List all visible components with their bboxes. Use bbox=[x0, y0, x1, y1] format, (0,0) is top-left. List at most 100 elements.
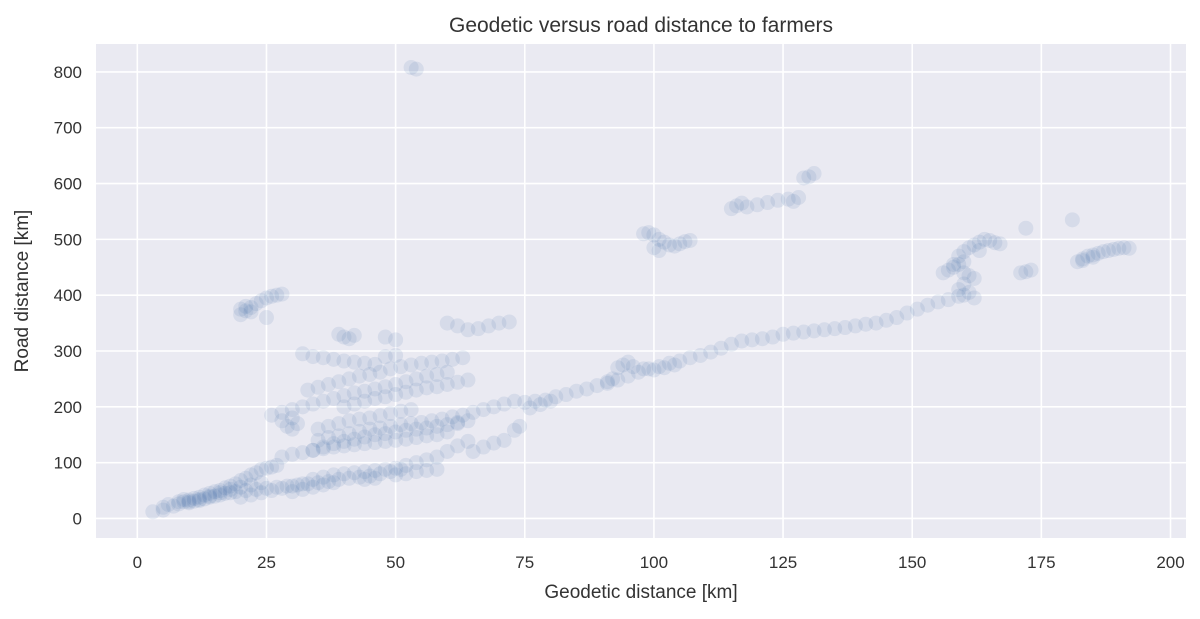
data-point bbox=[419, 368, 435, 384]
data-point bbox=[615, 357, 631, 373]
data-point bbox=[961, 240, 977, 256]
data-point bbox=[920, 297, 936, 313]
data-point bbox=[475, 402, 491, 418]
data-point bbox=[331, 428, 347, 444]
data-point bbox=[966, 270, 982, 286]
data-point bbox=[966, 290, 982, 306]
data-point bbox=[269, 287, 285, 303]
data-point bbox=[181, 492, 197, 508]
data-point bbox=[367, 381, 383, 397]
y-tick-label: 300 bbox=[54, 342, 82, 361]
data-point bbox=[264, 288, 280, 304]
data-point bbox=[677, 234, 693, 250]
data-point bbox=[475, 439, 491, 455]
data-point bbox=[987, 235, 1003, 251]
data-point bbox=[315, 439, 331, 455]
data-point bbox=[956, 244, 972, 260]
data-point bbox=[295, 481, 311, 497]
data-point bbox=[909, 301, 925, 317]
data-point bbox=[253, 293, 269, 309]
data-point bbox=[258, 480, 274, 496]
x-tick-label: 75 bbox=[515, 553, 534, 572]
data-point bbox=[326, 439, 342, 455]
data-point bbox=[408, 421, 424, 437]
data-point bbox=[951, 256, 967, 272]
data-point bbox=[176, 491, 192, 507]
data-point bbox=[238, 303, 254, 319]
data-point bbox=[434, 411, 450, 427]
data-point bbox=[377, 349, 393, 365]
data-point bbox=[806, 323, 822, 339]
data-point bbox=[620, 354, 636, 370]
data-point bbox=[305, 442, 321, 458]
data-point bbox=[450, 416, 466, 432]
data-point bbox=[398, 422, 414, 438]
data-point bbox=[300, 382, 316, 398]
data-point bbox=[305, 442, 321, 458]
data-point bbox=[455, 407, 471, 423]
data-point bbox=[310, 475, 326, 491]
data-point bbox=[956, 287, 972, 303]
data-point bbox=[408, 455, 424, 471]
data-point bbox=[455, 350, 471, 366]
data-point bbox=[424, 354, 440, 370]
data-point bbox=[351, 411, 367, 427]
data-point bbox=[785, 325, 801, 341]
data-point bbox=[279, 478, 295, 494]
data-point bbox=[682, 232, 698, 248]
data-point bbox=[413, 414, 429, 430]
data-point bbox=[222, 478, 238, 494]
data-point bbox=[295, 476, 311, 492]
data-point bbox=[692, 347, 708, 363]
y-tick-label: 400 bbox=[54, 286, 82, 305]
y-tick-label: 500 bbox=[54, 230, 82, 249]
data-point bbox=[470, 321, 486, 337]
data-point bbox=[331, 326, 347, 342]
y-tick-labels: 0 100 200 300 400 500 600 700 800 bbox=[54, 63, 82, 529]
x-tick-label: 25 bbox=[257, 553, 276, 572]
data-point bbox=[274, 449, 290, 465]
data-point bbox=[527, 393, 543, 409]
data-point bbox=[429, 427, 445, 443]
data-point bbox=[739, 199, 755, 215]
data-point bbox=[362, 366, 378, 382]
data-point bbox=[734, 195, 750, 211]
data-point bbox=[274, 286, 290, 302]
data-point bbox=[439, 364, 455, 380]
data-point bbox=[341, 331, 357, 347]
data-point bbox=[434, 353, 450, 369]
data-point bbox=[315, 477, 331, 493]
data-point bbox=[243, 477, 259, 493]
data-point bbox=[966, 237, 982, 253]
data-point bbox=[305, 471, 321, 487]
data-point bbox=[331, 374, 347, 390]
data-point bbox=[300, 476, 316, 492]
data-point bbox=[315, 350, 331, 366]
data-point bbox=[346, 437, 362, 453]
data-point bbox=[413, 355, 429, 371]
data-point bbox=[729, 198, 745, 214]
data-point bbox=[971, 234, 987, 250]
data-point bbox=[336, 388, 352, 404]
data-point bbox=[336, 353, 352, 369]
data-point bbox=[388, 332, 404, 348]
data-point bbox=[558, 387, 574, 403]
data-point bbox=[196, 487, 212, 503]
data-point bbox=[1075, 251, 1091, 267]
data-point bbox=[393, 461, 409, 477]
data-point bbox=[667, 357, 683, 373]
data-point bbox=[274, 413, 290, 429]
data-point bbox=[837, 320, 853, 336]
data-point bbox=[806, 166, 822, 182]
data-point bbox=[625, 359, 641, 375]
y-tick-label: 700 bbox=[54, 119, 82, 138]
data-point bbox=[444, 409, 460, 425]
data-point bbox=[491, 315, 507, 331]
data-point bbox=[816, 322, 832, 338]
data-point bbox=[346, 431, 362, 447]
data-point bbox=[785, 193, 801, 209]
data-point bbox=[171, 494, 187, 510]
data-point bbox=[227, 484, 243, 500]
data-point bbox=[331, 416, 347, 432]
